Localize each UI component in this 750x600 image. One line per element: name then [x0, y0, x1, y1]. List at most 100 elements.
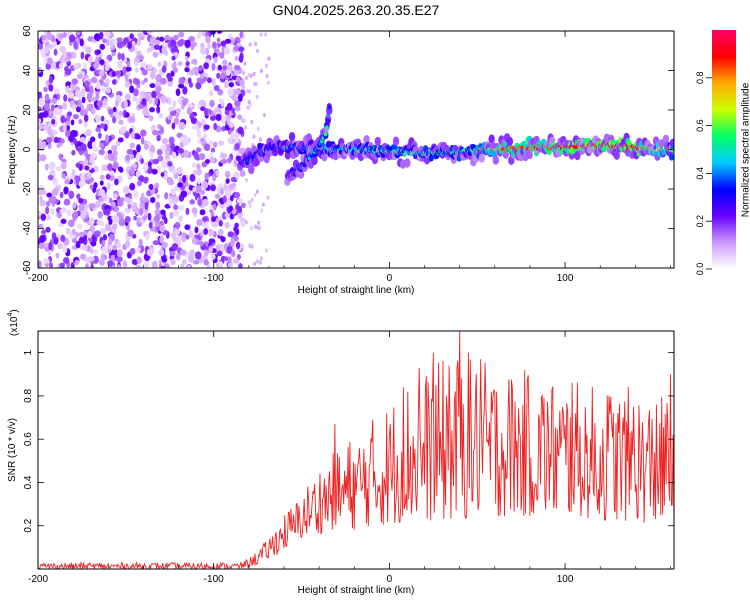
heatmap-cell	[244, 75, 248, 81]
heatmap-cell	[79, 38, 84, 47]
heatmap-cell	[175, 108, 182, 114]
heatmap-cell	[259, 256, 263, 261]
heatmap-cell	[70, 119, 75, 126]
heatmap-cell	[38, 185, 46, 191]
heatmap-cell	[195, 185, 202, 193]
heatmap-cell	[112, 106, 117, 113]
heatmap-cell	[171, 151, 177, 159]
heatmap-cell	[41, 229, 47, 235]
heatmap-cell	[127, 229, 134, 237]
heatmap-cell	[243, 61, 247, 66]
heatmap-cell	[89, 225, 95, 233]
heatmap-cell	[220, 159, 227, 164]
heatmap-cell	[140, 79, 145, 86]
heatmap-cell	[201, 180, 209, 190]
heatmap-cell	[189, 249, 195, 257]
heatmap-cell	[250, 244, 254, 249]
heatmap-cell	[267, 56, 271, 61]
heatmap-cell	[214, 194, 221, 199]
snr-frame	[37, 330, 675, 570]
heatmap-cell	[156, 105, 161, 114]
heatmap-cell	[189, 199, 195, 205]
heatmap-cell	[257, 220, 261, 225]
snr-panel: -200 -100 0 100 0.2 0.4 0.6 0.8 1 Height of str…	[7, 309, 675, 596]
heatmap-cell	[62, 257, 70, 264]
heatmap-cell	[90, 107, 96, 115]
heatmap-cell	[71, 149, 76, 156]
heatmap-cell	[404, 158, 411, 168]
heatmap-cell	[662, 134, 670, 144]
heatmap-cell	[38, 97, 45, 106]
heatmap-cell	[99, 123, 105, 129]
heatmap-cell	[184, 224, 191, 231]
heatmap-cell	[198, 65, 203, 72]
heatmap-cell	[175, 253, 181, 261]
heatmap-cell	[161, 138, 169, 145]
heatmap-cell	[203, 259, 209, 266]
heatmap-cell	[89, 203, 96, 210]
heatmap-cell	[161, 160, 168, 169]
heatmap-cell	[105, 223, 111, 232]
heatmap-cell	[122, 66, 127, 75]
snr-y-multiplier: (x104)	[7, 309, 20, 336]
heatmap-cell	[248, 204, 252, 209]
heatmap-cell	[259, 68, 263, 74]
heatmap-cell	[327, 105, 332, 110]
heatmap-cell	[205, 35, 211, 44]
heatmap-cell	[248, 165, 255, 175]
heatmap-cell	[178, 215, 183, 223]
heatmap-cell	[73, 41, 78, 50]
heatmap-cell	[38, 242, 45, 250]
heatmap-cell	[172, 45, 178, 52]
heatmap-cell	[133, 190, 139, 199]
heatmap-cell	[126, 61, 131, 68]
heatmap-cell	[175, 112, 180, 119]
heatmap-cell	[104, 78, 111, 85]
heatmap-cell	[111, 248, 118, 256]
heatmap-cell	[173, 204, 179, 211]
heatmap-cell	[163, 217, 168, 225]
heatmap-cell	[136, 144, 141, 153]
heatmap-cell	[259, 32, 263, 37]
heatmap-cell	[93, 182, 98, 189]
heatmap-cell	[196, 163, 201, 170]
heatmap-cell	[254, 81, 258, 87]
heatmap-cell	[220, 236, 226, 243]
heatmap-cell	[156, 165, 161, 173]
colorbar-label: Normalized spectral amplitude	[740, 82, 750, 217]
heatmap-cell	[190, 117, 197, 124]
heatmap-cell	[194, 226, 199, 234]
heatmap-cell	[90, 76, 98, 84]
heatmap-cell	[122, 186, 130, 195]
heatmap-cell	[101, 239, 106, 246]
heatmap-cell	[204, 172, 210, 181]
snr-series	[38, 331, 674, 569]
heatmap-cell	[220, 40, 227, 47]
heatmap-cell	[161, 241, 168, 249]
heatmap-cell	[159, 77, 167, 85]
heatmap-cell	[61, 173, 66, 179]
heatmap-cell	[95, 92, 100, 100]
heatmap-cell	[230, 131, 235, 139]
heatmap-cell	[235, 203, 240, 211]
heatmap-cell	[215, 113, 222, 122]
heatmap-cell	[613, 150, 620, 160]
heatmap-cell	[224, 256, 229, 262]
heatmap-cell	[154, 182, 160, 190]
heatmap-cell	[392, 136, 400, 146]
heatmap-cell	[138, 175, 145, 183]
heatmap-cell	[197, 121, 202, 129]
heatmap-cell	[234, 55, 239, 62]
heatmap-cell	[70, 262, 75, 268]
heatmap-cell	[118, 110, 123, 116]
heatmap-cell	[191, 162, 197, 168]
heatmap-cell	[203, 228, 209, 235]
heatmap-cell	[38, 140, 43, 148]
heatmap-cell	[164, 192, 169, 200]
heatmap-cell	[94, 230, 101, 238]
heatmap-cell	[96, 100, 103, 108]
x-tick-label: 0	[387, 273, 393, 284]
heatmap-cell	[252, 71, 256, 77]
y-tick-label: 0.8	[23, 389, 34, 403]
heatmap-cell	[228, 205, 234, 212]
